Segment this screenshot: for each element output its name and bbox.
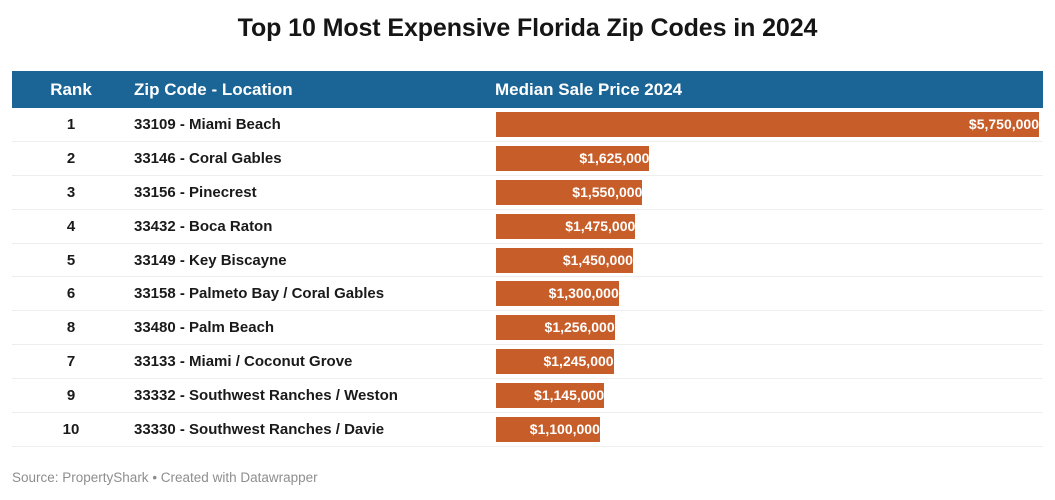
cell-rank: 3 [66, 183, 76, 201]
cell-zip-location: 33432 - Boca Raton [134, 217, 273, 235]
table-row[interactable]: 9 33332 - Southwest Ranches / Weston $1,14… [12, 379, 1043, 414]
bar-value-label: $5,750,000 [968, 116, 1039, 132]
cell-rank: 1 [66, 116, 76, 133]
table-row[interactable]: 6 33158 - Palmeto Bay / Coral Gables $1,30… [12, 277, 1043, 312]
value-bar [496, 417, 600, 443]
bar-cell: $1,256,000 [496, 311, 1043, 344]
table-row[interactable]: 7 33133 - Miami / Coconut Grove $1,245,000 [12, 345, 1043, 380]
bar-value-label: $1,550,000 [572, 183, 643, 200]
column-header-zip-location: Zip Code - Location [134, 80, 293, 99]
cell-zip-location: 33156 - Pinecrest [134, 183, 257, 201]
bar-cell: $5,750,000 [496, 108, 1043, 141]
data-table: Rank Zip Code - Location Median Sale Pri… [12, 71, 1043, 447]
table-body: 1 33109 - Miami Beach $5,750,000 2 33146 - C… [12, 108, 1043, 447]
bar-value-label: $1,475,000 [565, 217, 636, 234]
bar-cell: $1,450,000 [496, 244, 1043, 277]
cell-rank: 7 [66, 353, 76, 371]
table-row[interactable]: 2 33146 - Coral Gables $1,625,000 [12, 142, 1043, 176]
cell-rank: 8 [66, 319, 76, 337]
cell-zip-location: 33146 - Coral Gables [134, 149, 282, 167]
table-header-row: Rank Zip Code - Location Median Sale Pri… [12, 71, 1043, 108]
bar-value-label: $1,100,000 [529, 421, 600, 438]
table-row[interactable]: 1 33109 - Miami Beach $5,750,000 [12, 108, 1043, 142]
value-bar [496, 315, 615, 341]
bar-value-label: $1,300,000 [548, 285, 619, 302]
value-bar [496, 145, 650, 171]
bar-value-label: $1,245,000 [543, 353, 614, 370]
bar-value-label: $1,145,000 [534, 387, 605, 404]
value-bar [496, 281, 619, 307]
bar-cell: $1,145,000 [496, 379, 1043, 412]
bar-cell: $1,550,000 [496, 176, 1043, 209]
cell-zip-location: 33158 - Palmeto Bay / Coral Gables [134, 285, 385, 303]
cell-rank: 10 [62, 421, 80, 439]
cell-rank: 2 [66, 149, 76, 167]
value-bar [496, 213, 636, 239]
value-bar [496, 349, 614, 375]
cell-zip-location: 33149 - Key Biscayne [134, 251, 287, 269]
bar-value-label: $1,450,000 [562, 251, 633, 268]
cell-rank: 5 [66, 251, 76, 269]
page-title: Top 10 Most Expensive Florida Zip Codes … [237, 14, 818, 42]
cell-zip-location: 33133 - Miami / Coconut Grove [134, 353, 353, 371]
bar-cell: $1,245,000 [496, 345, 1043, 378]
cell-rank: 6 [66, 285, 76, 303]
source-note: Source: PropertyShark • Created with Dat… [12, 470, 318, 485]
cell-rank: 4 [66, 217, 76, 235]
cell-zip-location: 33480 - Palm Beach [134, 319, 275, 337]
bar-cell: $1,625,000 [496, 142, 1043, 175]
table-row[interactable]: 3 33156 - Pinecrest $1,550,000 [12, 176, 1043, 210]
cell-zip-location: 33330 - Southwest Ranches / Davie [134, 421, 385, 439]
value-bar [496, 179, 643, 205]
bar-cell: $1,475,000 [496, 210, 1043, 243]
bar-cell: $1,100,000 [496, 413, 1043, 446]
bar-value-label: $1,256,000 [544, 319, 615, 336]
cell-rank: 9 [66, 387, 76, 405]
table-row[interactable]: 8 33480 - Palm Beach $1,256,000 [12, 311, 1043, 346]
value-bar [496, 383, 605, 409]
table-row[interactable]: 4 33432 - Boca Raton $1,475,000 [12, 210, 1043, 244]
bar-cell: $1,300,000 [496, 277, 1043, 310]
table-row[interactable]: 5 33149 - Key Biscayne $1,450,000 [12, 244, 1043, 278]
column-header-median-sale-price: Median Sale Price 2024 [495, 80, 683, 99]
value-bar [496, 247, 633, 273]
bar-value-label: $1,625,000 [579, 149, 650, 166]
cell-zip-location: 33109 - Miami Beach [134, 116, 281, 133]
cell-zip-location: 33332 - Southwest Ranches / Weston [134, 387, 398, 405]
column-header-rank: Rank [50, 80, 92, 99]
table-row[interactable]: 10 33330 - Southwest Ranches / Davie $1,10… [12, 413, 1043, 447]
value-bar [496, 112, 1039, 137]
